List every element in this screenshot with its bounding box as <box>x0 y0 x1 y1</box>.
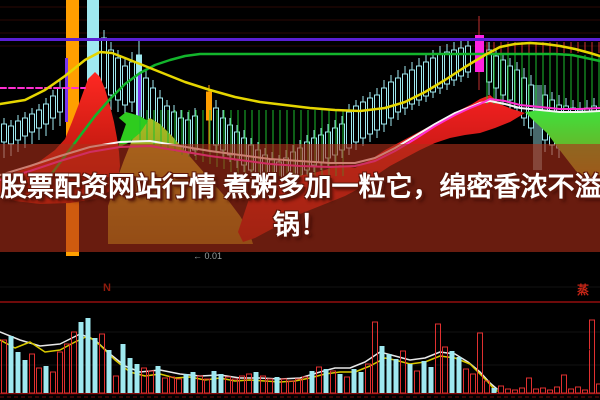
headline-line-1: 股票配资网站行情 煮粥多加一粒它，绵密香浓不溢 <box>0 172 600 202</box>
yellow-ma <box>0 41 600 113</box>
volume-pane <box>0 301 600 398</box>
price-change-label: ← 0.01 <box>193 251 223 261</box>
headline-line-2: 锅！ <box>273 210 327 240</box>
volume-marker-left: N <box>103 282 111 294</box>
volume-marker-right: 蒸 <box>577 283 590 297</box>
right-edge-tick: - <box>588 345 591 354</box>
headline-overlay-band <box>0 144 600 252</box>
